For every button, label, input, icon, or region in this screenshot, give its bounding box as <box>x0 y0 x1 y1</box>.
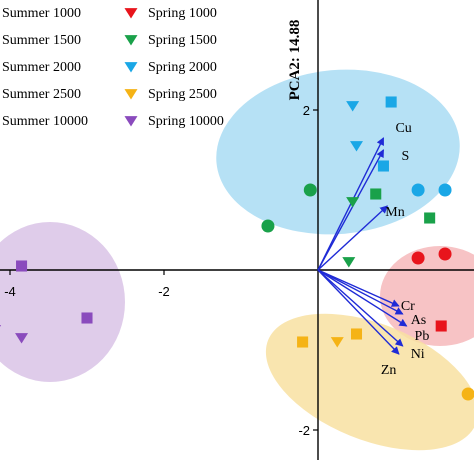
point-series-11-0 <box>370 188 382 200</box>
y-tick-label: 2 <box>303 103 310 118</box>
vector-pb <box>317 269 408 327</box>
x-tick-label: -4 <box>4 284 16 299</box>
point-series-13-1 <box>350 328 363 340</box>
legend-label: Summer 1500 <box>2 33 81 48</box>
legend-marker <box>124 116 138 127</box>
data-points <box>0 96 474 401</box>
y-axis-title: PCA2: 14.88 <box>287 20 303 101</box>
ellipse-purple <box>0 222 125 382</box>
point-series-10-1 <box>377 160 389 172</box>
point-series-10-0 <box>385 96 397 108</box>
point-series-8-0 <box>330 337 344 348</box>
vector-cr <box>317 269 400 307</box>
point-series-1-1 <box>261 219 275 233</box>
legend-label: Summer 2000 <box>2 60 81 75</box>
legend: Summer 1000 Summer 1500 Summer 2000 Summer … <box>2 6 224 129</box>
point-series-6-1 <box>342 257 356 268</box>
vector-label-cr: Cr <box>401 299 415 314</box>
point-series-3-0 <box>461 387 474 401</box>
vector-label-ni: Ni <box>411 347 425 362</box>
point-series-0-1 <box>438 247 452 261</box>
vector-as <box>317 269 404 315</box>
vector-ni <box>317 269 404 347</box>
point-series-9-0 <box>0 325 2 327</box>
axes: -4 -2 2 -2 <box>0 0 474 460</box>
point-series-9-1 <box>15 333 29 344</box>
point-series-7-0 <box>346 101 360 112</box>
legend-marker <box>124 35 138 46</box>
legend-label: Spring 1000 <box>148 6 217 21</box>
point-series-12-0 <box>435 320 447 332</box>
ellipse-blue <box>216 69 460 235</box>
legend-label: Summer 2500 <box>2 87 81 102</box>
y-tick-label: -2 <box>298 423 310 438</box>
vector-label-pb: Pb <box>415 329 430 344</box>
vector-s <box>317 149 385 271</box>
vector-label-zn: Zn <box>381 363 397 378</box>
x-tick-label: -2 <box>158 284 170 299</box>
point-series-6-0 <box>346 197 360 208</box>
legend-label: Spring 1500 <box>148 33 217 48</box>
legend-label: Spring 10000 <box>148 114 224 129</box>
point-series-4-1 <box>81 312 93 324</box>
group-ellipses <box>0 69 474 451</box>
vector-zn <box>317 269 400 355</box>
point-series-2-1 <box>438 183 452 197</box>
legend-marker <box>124 8 138 19</box>
point-series-11-1 <box>424 212 436 224</box>
point-series-2-0 <box>411 183 425 197</box>
point-series-13-0 <box>297 336 309 348</box>
legend-marker <box>124 62 138 73</box>
vector-mn <box>317 205 389 271</box>
legend-label: Summer 1000 <box>2 6 81 21</box>
point-series-4-0 <box>16 260 28 272</box>
vector-label-as: As <box>411 313 427 328</box>
legend-label: Summer 10000 <box>2 114 88 129</box>
point-series-0-0 <box>411 251 425 265</box>
legend-label: Spring 2000 <box>148 60 217 75</box>
vector-label-cu: Cu <box>395 121 411 136</box>
legend-marker <box>124 89 138 100</box>
vector-label-mn: Mn <box>385 205 404 220</box>
vector-label-s: S <box>401 149 409 164</box>
legend-label: Spring 2500 <box>148 87 217 102</box>
point-series-1-0 <box>303 183 317 197</box>
ellipse-yellow <box>265 313 474 451</box>
point-series-7-1 <box>350 141 363 152</box>
